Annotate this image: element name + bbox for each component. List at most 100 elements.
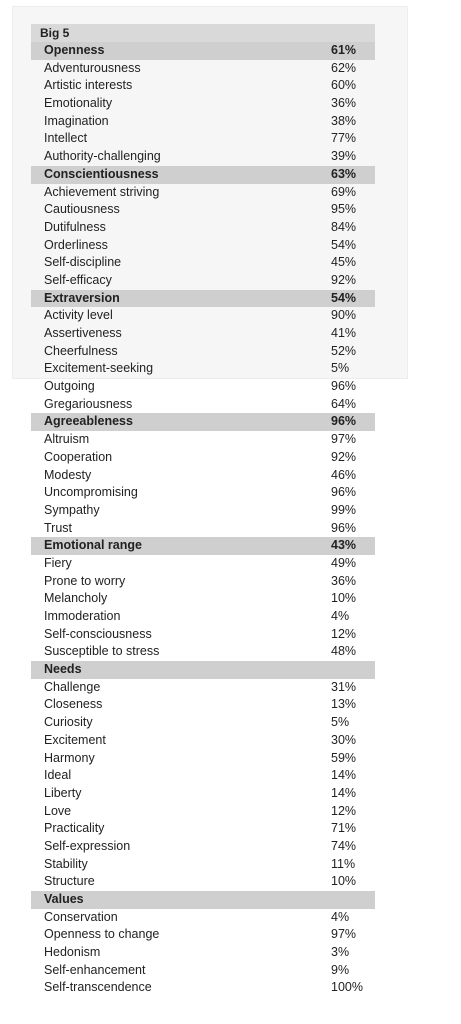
trait-name: Modesty xyxy=(44,467,92,482)
trait-name: Fiery xyxy=(44,555,72,570)
table-row: Assertiveness 41% xyxy=(31,325,375,343)
section-header: Values xyxy=(31,891,375,909)
trait-name: Artistic interests xyxy=(44,78,133,93)
trait-name: Emotionality xyxy=(44,96,113,111)
section-name: Values xyxy=(44,892,84,906)
section-name: Conscientiousness xyxy=(44,166,159,181)
table-row: Ideal 14% xyxy=(31,767,375,785)
trait-name: Trust xyxy=(44,520,73,535)
trait-value: 4% xyxy=(331,909,350,924)
table-row: Self-enhancement 9% xyxy=(31,962,375,980)
trait-name: Prone to worry xyxy=(44,573,126,588)
trait-name: Conservation xyxy=(44,909,118,924)
trait-name: Melancholy xyxy=(44,591,108,606)
trait-name: Ideal xyxy=(44,768,72,783)
table-row: Cheerfulness 52% xyxy=(31,343,375,361)
section-value: 63% xyxy=(331,166,357,181)
table-row: Excitement-seeking 5% xyxy=(31,360,375,378)
trait-value: 100% xyxy=(331,980,363,995)
trait-name: Structure xyxy=(44,874,95,889)
trait-value: 92% xyxy=(331,272,357,287)
trait-value: 92% xyxy=(331,449,357,464)
trait-value: 60% xyxy=(331,78,357,93)
table-row: Trust 96% xyxy=(31,520,375,538)
table-row: Self-consciousness 12% xyxy=(31,626,375,644)
table-body: Openness 61% Adventurousness 62% Artistic in… xyxy=(31,42,375,997)
trait-value: 54% xyxy=(331,237,357,252)
trait-name: Altruism xyxy=(44,432,90,447)
section-header: Extraversion 54% xyxy=(31,289,375,308)
section-header: Needs xyxy=(31,661,375,679)
table-row: Self-expression 74% xyxy=(31,838,375,856)
table-row: Achievement striving 69% xyxy=(31,184,375,202)
table-row: Challenge 31% xyxy=(31,679,375,697)
trait-value: 95% xyxy=(331,202,357,217)
table-row: Love 12% xyxy=(31,803,375,821)
trait-value: 52% xyxy=(331,343,357,358)
trait-name: Cheerfulness xyxy=(44,343,118,358)
trait-name: Cooperation xyxy=(44,449,113,464)
table-title: Big 5 xyxy=(31,24,375,42)
trait-name: Challenge xyxy=(44,679,101,694)
personality-table: Big 5 Openness 61% Adventurousness 62% Artis… xyxy=(31,24,375,997)
trait-value: 39% xyxy=(331,149,357,164)
table-row: Imagination 38% xyxy=(31,113,375,131)
table-row: Melancholy 10% xyxy=(31,590,375,608)
section-header: Emotional range 43% xyxy=(31,537,375,555)
background-panel xyxy=(12,6,408,379)
section-value: 43% xyxy=(331,538,357,553)
trait-name: Self-consciousness xyxy=(44,626,152,641)
table-row: Orderliness 54% xyxy=(31,237,375,255)
trait-name: Adventurousness xyxy=(44,60,141,75)
trait-value: 62% xyxy=(331,60,357,75)
trait-name: Activity level xyxy=(44,308,113,323)
trait-name: Closeness xyxy=(44,697,103,712)
table-row: Artistic interests 60% xyxy=(31,77,375,95)
trait-name: Intellect xyxy=(44,131,88,146)
section-value: 54% xyxy=(331,290,357,305)
trait-value: 96% xyxy=(331,485,357,500)
trait-name: Susceptible to stress xyxy=(44,644,160,659)
trait-value: 77% xyxy=(331,131,357,146)
trait-name: Uncompromising xyxy=(44,485,138,500)
trait-name: Self-discipline xyxy=(44,255,122,270)
trait-value: 48% xyxy=(331,644,357,659)
trait-value: 96% xyxy=(331,379,357,394)
table-row: Immoderation 4% xyxy=(31,608,375,626)
trait-name: Excitement-seeking xyxy=(44,361,154,376)
trait-value: 5% xyxy=(331,715,350,730)
table-row: Harmony 59% xyxy=(31,750,375,768)
trait-name: Imagination xyxy=(44,113,109,128)
table-row: Liberty 14% xyxy=(31,785,375,803)
trait-name: Curiosity xyxy=(44,715,93,730)
table-row: Structure 10% xyxy=(31,873,375,891)
trait-name: Cautiousness xyxy=(44,202,120,217)
table-row: Outgoing 96% xyxy=(31,378,375,396)
section-name: Emotional range xyxy=(44,538,142,553)
table-row: Self-efficacy 92% xyxy=(31,272,375,290)
trait-name: Achievement striving xyxy=(44,184,160,199)
trait-value: 11% xyxy=(331,856,356,871)
trait-name: Immoderation xyxy=(44,609,121,623)
section-value: 96% xyxy=(331,414,357,429)
trait-value: 30% xyxy=(331,732,357,747)
trait-value: 49% xyxy=(331,555,357,570)
table-row: Excitement 30% xyxy=(31,732,375,750)
trait-name: Self-efficacy xyxy=(44,272,112,287)
trait-value: 13% xyxy=(331,697,357,712)
section-header: Openness 61% xyxy=(31,42,375,60)
trait-name: Self-expression xyxy=(44,838,131,853)
trait-name: Stability xyxy=(44,856,88,871)
table-row: Activity level 90% xyxy=(31,307,375,325)
trait-value: 36% xyxy=(331,96,357,111)
section-value: 61% xyxy=(331,43,357,57)
trait-value: 31% xyxy=(331,679,357,694)
trait-value: 3% xyxy=(331,945,350,960)
trait-value: 10% xyxy=(331,874,357,889)
trait-value: 14% xyxy=(331,768,357,783)
table-row: Altruism 97% xyxy=(31,431,375,449)
table-row: Sympathy 99% xyxy=(31,502,375,520)
table-row: Authority-challenging 39% xyxy=(31,148,375,166)
section-name: Openness xyxy=(44,43,105,57)
table-row: Closeness 13% xyxy=(31,696,375,714)
